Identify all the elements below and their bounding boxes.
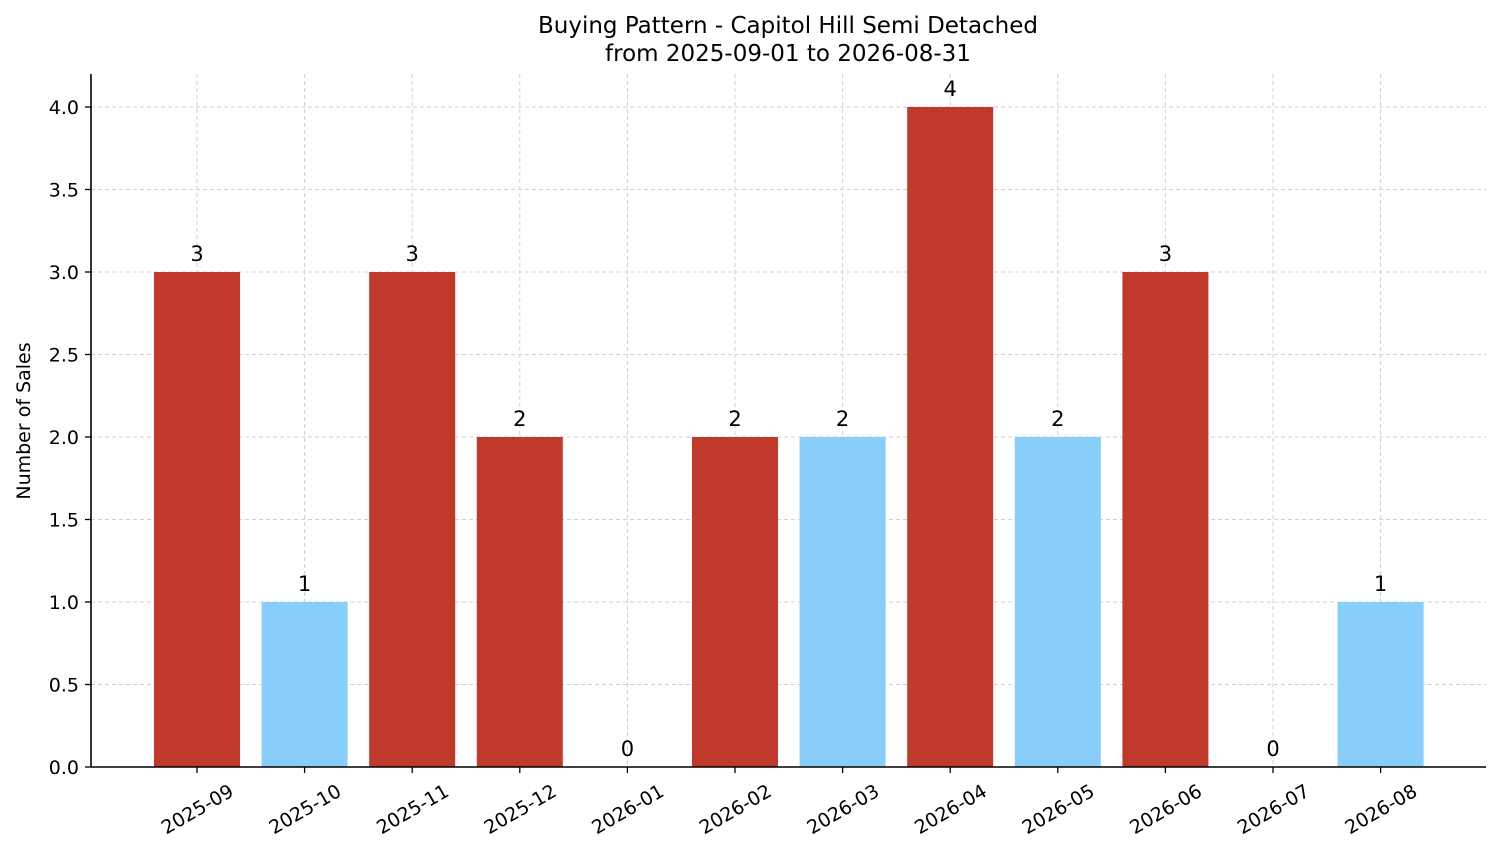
- data-label-2025-12: 2: [513, 407, 526, 431]
- bar-2026-05: [1014, 437, 1101, 767]
- chart-title: Buying Pattern - Capitol Hill Semi Detac…: [538, 13, 1038, 39]
- bar-2025-10: [261, 602, 348, 767]
- x-tick-label-2026-05: 2026-05: [1019, 780, 1099, 839]
- data-label-2026-03: 2: [836, 407, 849, 431]
- bar-2026-03: [799, 437, 886, 767]
- bar-2025-09: [154, 272, 240, 767]
- x-tick-label-2026-01: 2026-01: [588, 780, 668, 839]
- x-tick-label-2026-03: 2026-03: [803, 780, 883, 839]
- y-tick-label: 1.0: [49, 592, 79, 614]
- data-label-2026-01: 0: [621, 737, 634, 761]
- data-label-2025-09: 3: [190, 242, 203, 266]
- data-label-2026-04: 4: [944, 77, 957, 101]
- x-tick-label-2026-07: 2026-07: [1234, 780, 1314, 839]
- x-tick-label-2025-09: 2025-09: [158, 780, 238, 839]
- data-label-2026-06: 3: [1159, 242, 1172, 266]
- x-tick-label-2026-06: 2026-06: [1126, 780, 1206, 839]
- bar-2025-11: [369, 272, 456, 767]
- data-label-2026-07: 0: [1266, 737, 1279, 761]
- x-tick-label-2025-11: 2025-11: [373, 780, 453, 839]
- x-tick-label-2026-02: 2026-02: [696, 780, 776, 839]
- bar-2025-12: [476, 437, 563, 767]
- y-tick-label: 4.0: [49, 97, 79, 119]
- data-label-2025-10: 1: [298, 572, 311, 596]
- y-tick-label: 3.5: [49, 180, 79, 202]
- data-label-2026-08: 1: [1374, 572, 1387, 596]
- y-tick-label: 0.5: [49, 675, 79, 697]
- data-label-2026-05: 2: [1051, 407, 1064, 431]
- y-tick-label: 3.0: [49, 262, 79, 284]
- y-tick-label: 2.0: [49, 427, 79, 449]
- bar-2026-04: [907, 107, 994, 767]
- data-label-2026-02: 2: [728, 407, 741, 431]
- y-tick-label: 0.0: [49, 757, 79, 779]
- x-tick-label-2026-04: 2026-04: [911, 780, 991, 839]
- bar-2026-08: [1337, 602, 1424, 767]
- x-tick-label-2025-12: 2025-12: [481, 780, 561, 839]
- x-tick-label-2025-10: 2025-10: [265, 780, 345, 839]
- bar-2026-06: [1122, 272, 1209, 767]
- axes-layer: [85, 74, 1486, 773]
- chart-subtitle: from 2025-09-01 to 2026-08-31: [605, 41, 971, 67]
- y-tick-label: 2.5: [49, 345, 79, 367]
- data-label-2025-11: 3: [406, 242, 419, 266]
- y-axis-label: Number of Sales: [13, 342, 35, 499]
- x-tick-label-2026-08: 2026-08: [1341, 780, 1421, 839]
- bar-2026-02: [692, 437, 778, 767]
- y-tick-label: 1.5: [49, 510, 79, 532]
- bars-layer: [154, 107, 1424, 767]
